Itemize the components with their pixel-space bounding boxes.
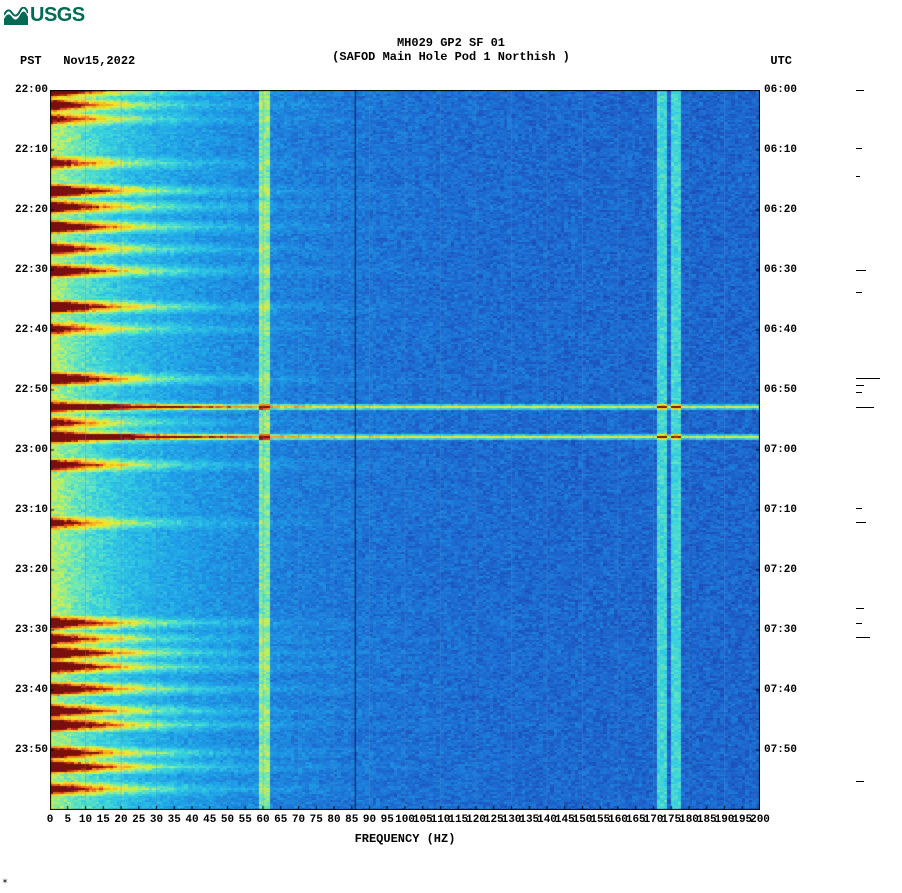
- y-left-tick: 22:50: [12, 384, 48, 396]
- x-tick: 25: [132, 814, 145, 826]
- x-tick: 80: [327, 814, 340, 826]
- x-tick: 70: [292, 814, 305, 826]
- x-tick: 90: [363, 814, 376, 826]
- strip-tick: [856, 508, 862, 509]
- x-tick: 85: [345, 814, 358, 826]
- strip-tick: [856, 407, 874, 408]
- strip-tick: [856, 392, 862, 393]
- y-right-tick: 07:20: [764, 564, 804, 576]
- strip-tick: [856, 292, 862, 293]
- usgs-logo: USGS: [4, 4, 85, 27]
- y-right-tick: 06:30: [764, 264, 804, 276]
- x-tick: 20: [114, 814, 127, 826]
- strip-tick: [856, 270, 866, 271]
- wave-icon: [4, 7, 28, 25]
- y-left-tick: 23:50: [12, 744, 48, 756]
- utc-label: UTC: [770, 54, 792, 68]
- x-tick: 35: [168, 814, 181, 826]
- x-tick: 55: [239, 814, 252, 826]
- y-right-tick: 07:00: [764, 444, 804, 456]
- x-tick: 75: [310, 814, 323, 826]
- x-tick: 15: [97, 814, 110, 826]
- y-right-tick: 06:50: [764, 384, 804, 396]
- strip-tick: [856, 148, 862, 149]
- strip-tick: [856, 176, 860, 177]
- y-left-tick: 22:30: [12, 264, 48, 276]
- strip-tick: [856, 90, 864, 91]
- x-tick: 0: [47, 814, 54, 826]
- x-tick: 95: [381, 814, 394, 826]
- strip-tick: [856, 637, 870, 638]
- y-right-tick: 06:00: [764, 84, 804, 96]
- spectrogram-canvas: [50, 90, 760, 810]
- x-tick: 40: [185, 814, 198, 826]
- strip-tick: [856, 623, 862, 624]
- y-left-tick: 22:20: [12, 204, 48, 216]
- x-tick: 45: [203, 814, 216, 826]
- x-tick: 65: [274, 814, 287, 826]
- chart-title: MH029 GP2 SF 01: [0, 36, 902, 50]
- x-axis: 0510152025303540455055606570758085909510…: [50, 814, 760, 830]
- y-right-tick: 07:50: [764, 744, 804, 756]
- y-right-tick: 07:30: [764, 624, 804, 636]
- y-right-tick: 06:40: [764, 324, 804, 336]
- footer-glyph: ✶: [2, 876, 8, 888]
- y-left-tick: 22:10: [12, 144, 48, 156]
- y-right-tick: 06:20: [764, 204, 804, 216]
- y-right-tick: 06:10: [764, 144, 804, 156]
- y-left-tick: 23:30: [12, 624, 48, 636]
- logo-text: USGS: [30, 4, 85, 27]
- spectrogram-plot: [50, 90, 760, 810]
- x-tick: 200: [750, 814, 770, 826]
- chart-subtitle: (SAFOD Main Hole Pod 1 Northish ): [0, 50, 902, 64]
- x-tick: 50: [221, 814, 234, 826]
- x-tick: 30: [150, 814, 163, 826]
- strip-tick: [856, 781, 864, 782]
- y-left-tick: 23:20: [12, 564, 48, 576]
- x-axis-label: FREQUENCY (HZ): [50, 832, 760, 846]
- strip-tick: [856, 378, 880, 379]
- y-left-tick: 22:00: [12, 84, 48, 96]
- y-left-tick: 23:10: [12, 504, 48, 516]
- x-tick: 10: [79, 814, 92, 826]
- strip-tick: [856, 385, 864, 386]
- strip-tick: [856, 608, 864, 609]
- y-right-tick: 07:40: [764, 684, 804, 696]
- x-tick: 60: [256, 814, 269, 826]
- x-tick: 5: [64, 814, 71, 826]
- strip-tick: [856, 522, 866, 523]
- y-right-tick: 07:10: [764, 504, 804, 516]
- y-left-tick: 22:40: [12, 324, 48, 336]
- y-left-tick: 23:00: [12, 444, 48, 456]
- amplitude-strip: [856, 90, 880, 810]
- y-left-tick: 23:40: [12, 684, 48, 696]
